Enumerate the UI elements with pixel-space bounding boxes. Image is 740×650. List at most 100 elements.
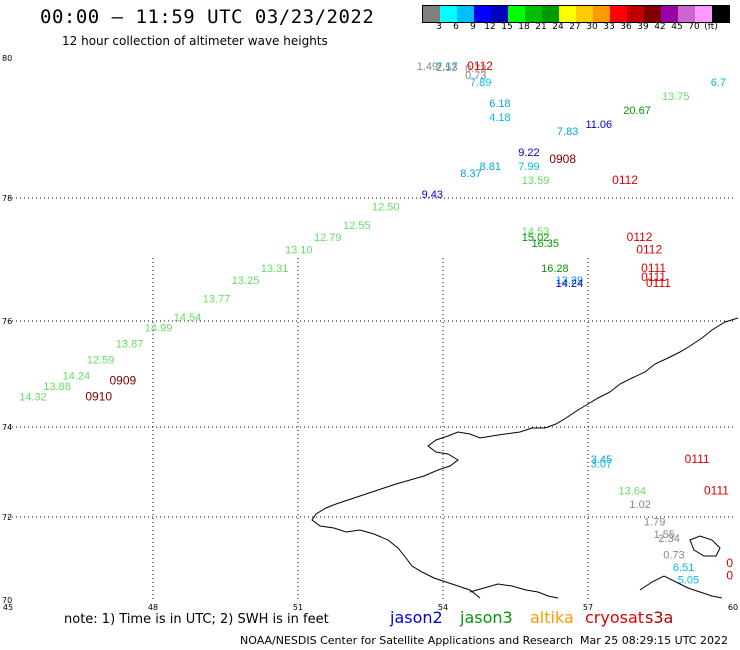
swh-value-label: 13.31 (261, 263, 289, 275)
swh-value-label: 12.79 (314, 232, 342, 244)
colorbar-cell (491, 6, 508, 22)
longitude-tick-label: 48 (148, 603, 158, 612)
latitude-tick-label: 76 (2, 317, 12, 326)
longitude-tick-label: 45 (3, 603, 13, 612)
time-label: 0908 (549, 152, 576, 166)
swh-value-label: 13.29 (556, 275, 584, 287)
colorbar-cell (542, 6, 559, 22)
land-coastline (311, 317, 739, 599)
map-title: 00:00 – 11:59 UTC 03/23/2022 (40, 6, 375, 28)
swh-value-label: 7.17 (436, 61, 457, 73)
swh-value-label: 3.45 (591, 454, 612, 466)
time-label: 0112 (627, 230, 653, 244)
colorbar-label: 39 (637, 22, 649, 32)
timestamp-text: Mar 25 08:29:15 UTC 2022 (580, 634, 728, 647)
swh-value-label: 12.50 (372, 201, 400, 213)
map-subtitle: 12 hour collection of altimeter wave hei… (62, 34, 328, 48)
colorbar-cell (559, 6, 576, 22)
mission-label-s3a: s3a (645, 608, 674, 627)
swh-value-label: 14.54 (174, 312, 202, 324)
time-label: 0909 (110, 374, 137, 388)
time-label: 0910 (85, 390, 112, 404)
colorbar-label: 24 (552, 22, 564, 32)
swh-value-label: 1.55 (654, 529, 675, 541)
swh-value-label: 14.24 (556, 278, 584, 290)
swh-value-label: 14.32 (19, 392, 47, 404)
colorbar-labels: 3 6 9 12 15 18 21 24 27 30 33 36 39 42 45 70 (ft) (422, 22, 728, 34)
colorbar-label: 27 (569, 22, 581, 32)
longitude-tick-label: 54 (438, 603, 448, 612)
latitude-tick-label: 70 (2, 596, 12, 605)
colorbar-cell (508, 6, 525, 22)
colorbar-cell (644, 6, 661, 22)
colorbar-label: 33 (603, 22, 615, 32)
colorbar-label: 42 (654, 22, 666, 32)
time-label: 0111 (641, 261, 666, 275)
colorbar-cell (678, 6, 695, 22)
colorbar-label: 9 (470, 22, 476, 32)
colorbar-label: 45 (671, 22, 683, 32)
colorbar-label: 3 (436, 22, 442, 32)
colorbar-cell (457, 6, 474, 22)
longitude-tick-label: 57 (583, 603, 593, 612)
longitude-tick-label: 60 (728, 603, 738, 612)
colorbar-cell (440, 6, 457, 22)
swh-value-label: 7.83 (557, 126, 578, 138)
colorbar-label: 36 (620, 22, 632, 32)
swh-value-label: 9.22 (518, 147, 539, 159)
colorbar-label: 18 (518, 22, 530, 32)
longitude-tick-label: 51 (293, 603, 303, 612)
colorbar-label: (ft) (704, 22, 718, 32)
swh-value-label: 14.53 (522, 226, 550, 238)
colorbar-cell (661, 6, 678, 22)
swh-value-label: 13.88 (43, 381, 71, 393)
time-label: 0111 (685, 452, 710, 466)
colorbar-cell (576, 6, 593, 22)
swh-value-label: 6.7 (711, 77, 726, 89)
swh-value-label: 13.75 (662, 91, 690, 103)
swh-value-label: 8.37 (460, 168, 481, 180)
colorbar-label: 12 (484, 22, 496, 32)
time-label: 0111 (641, 270, 666, 284)
swh-value-label: 13.64 (618, 486, 646, 498)
mission-label-jason3: jason3 (460, 608, 513, 627)
swh-value-label: 1.49 (417, 61, 438, 73)
swh-value-label: 12.59 (87, 354, 115, 366)
swh-value-label: 12.55 (343, 220, 371, 232)
mission-label-jason2: jason2 (390, 608, 443, 627)
swh-value-label: 16.35 (531, 238, 559, 250)
time-label: 0112 (636, 242, 662, 256)
island-coastline-c (689, 535, 721, 557)
data-points: 14.3213.8814.2412.5913.8714.9914.5413.77… (19, 59, 733, 586)
swh-value-label: 1.79 (644, 516, 665, 528)
swh-colorbar (422, 5, 730, 23)
island-coastline-a (469, 583, 559, 599)
time-label: 0111 (646, 276, 671, 290)
colorbar-label: 21 (535, 22, 547, 32)
swh-value-label: 7.99 (518, 161, 539, 173)
swh-value-label: 5.05 (678, 574, 699, 586)
swh-value-label: 13.25 (232, 275, 260, 287)
swh-value-label: 14.24 (63, 370, 91, 382)
swh-value-label: 4.18 (489, 112, 510, 124)
swh-value-label: 13.59 (522, 175, 550, 187)
map-grid: 70 72 74 76 78 80 45 48 51 54 57 60 (2, 54, 738, 612)
swh-value-label: 1.02 (629, 499, 650, 511)
swh-value-label: 2.53 (436, 62, 457, 74)
swh-value-label: 15.02 (522, 232, 550, 244)
mission-label-altika: altika (530, 608, 574, 627)
colorbar-label: 70 (688, 22, 700, 32)
credit-text: NOAA/NESDIS Center for Satellite Applica… (240, 634, 574, 647)
swh-value-label: 13.87 (116, 339, 144, 351)
swh-value-label: 6.18 (489, 98, 510, 110)
swh-value-label: 0.73 (663, 550, 684, 562)
swh-value-label: 13.10 (285, 244, 313, 256)
swh-value-label: 9.43 (422, 189, 443, 201)
time-label: 0112 (467, 59, 493, 73)
novaya-zemlya-coastline (311, 317, 739, 599)
swh-value-label: 16.28 (541, 263, 569, 275)
swh-value-label: 3.07 (591, 459, 612, 471)
swh-value-label: 20.67 (623, 105, 651, 117)
mission-label-cryosat: cryosat (585, 608, 645, 627)
swh-value-label: 8.81 (480, 161, 501, 173)
